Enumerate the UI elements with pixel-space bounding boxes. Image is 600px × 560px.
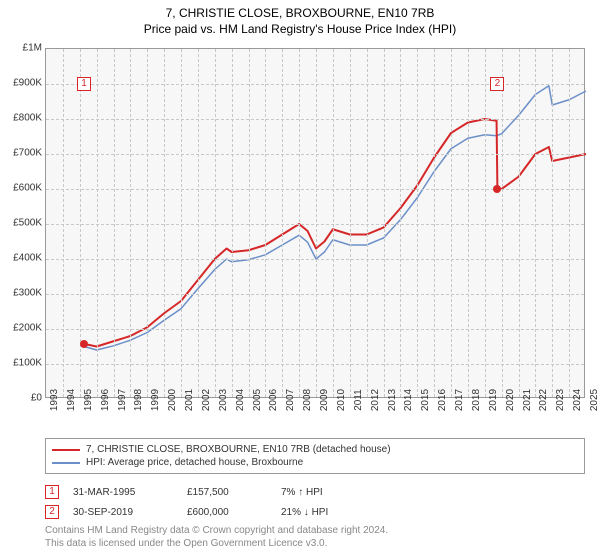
y-axis-label: £1M xyxy=(2,43,42,54)
x-axis-label: 2024 xyxy=(572,389,583,411)
datapoint-price: £600,000 xyxy=(187,507,267,518)
x-axis-label: 1998 xyxy=(133,389,144,411)
datapoint-price: £157,500 xyxy=(187,487,267,498)
chart-dot-marker xyxy=(493,185,501,193)
y-axis-label: £600K xyxy=(2,183,42,194)
legend-swatch xyxy=(52,449,80,451)
x-axis-label: 2017 xyxy=(454,389,465,411)
chart-subtitle: Price paid vs. HM Land Registry's House … xyxy=(0,20,600,36)
x-axis-label: 2005 xyxy=(252,389,263,411)
y-axis-label: £800K xyxy=(2,113,42,124)
chart-container: 7, CHRISTIE CLOSE, BROXBOURNE, EN10 7RB … xyxy=(0,0,600,560)
x-axis-label: 2015 xyxy=(420,389,431,411)
datapoint-date: 30-SEP-2019 xyxy=(73,507,173,518)
x-axis-label: 1999 xyxy=(150,389,161,411)
attribution-line: This data is licensed under the Open Gov… xyxy=(45,537,585,550)
x-axis-label: 1994 xyxy=(66,389,77,411)
x-axis-label: 2006 xyxy=(268,389,279,411)
attribution: Contains HM Land Registry data © Crown c… xyxy=(45,524,585,550)
datapoint-marker: 1 xyxy=(45,485,59,499)
x-axis-label: 1995 xyxy=(83,389,94,411)
attribution-line: Contains HM Land Registry data © Crown c… xyxy=(45,524,585,537)
legend-swatch xyxy=(52,462,80,464)
x-axis-label: 2002 xyxy=(201,389,212,411)
chart-dot-marker xyxy=(80,340,88,348)
y-axis-label: £900K xyxy=(2,78,42,89)
y-axis-label: £0 xyxy=(2,393,42,404)
legend-item: 7, CHRISTIE CLOSE, BROXBOURNE, EN10 7RB … xyxy=(52,443,578,456)
datapoint-row: 1 31-MAR-1995 £157,500 7% ↑ HPI xyxy=(45,482,585,502)
y-axis-label: £700K xyxy=(2,148,42,159)
chart-marker: 1 xyxy=(77,77,91,91)
y-axis-label: £500K xyxy=(2,218,42,229)
x-axis-label: 1993 xyxy=(49,389,60,411)
x-axis-label: 2004 xyxy=(235,389,246,411)
x-axis-label: 2020 xyxy=(505,389,516,411)
x-axis-label: 2016 xyxy=(437,389,448,411)
datapoint-table: 1 31-MAR-1995 £157,500 7% ↑ HPI 2 30-SEP… xyxy=(45,482,585,522)
x-axis-label: 2019 xyxy=(488,389,499,411)
y-axis-label: £400K xyxy=(2,253,42,264)
x-axis-label: 2025 xyxy=(589,389,600,411)
datapoint-pct: 21% ↓ HPI xyxy=(281,507,371,518)
datapoint-date: 31-MAR-1995 xyxy=(73,487,173,498)
x-axis-label: 2022 xyxy=(538,389,549,411)
x-axis-label: 2018 xyxy=(471,389,482,411)
x-axis-label: 2000 xyxy=(167,389,178,411)
legend-item: HPI: Average price, detached house, Brox… xyxy=(52,456,578,469)
x-axis-label: 2011 xyxy=(353,389,364,411)
x-axis-label: 1997 xyxy=(117,389,128,411)
datapoint-pct: 7% ↑ HPI xyxy=(281,487,371,498)
x-axis-label: 2001 xyxy=(184,389,195,411)
x-axis-label: 2003 xyxy=(218,389,229,411)
legend-label: HPI: Average price, detached house, Brox… xyxy=(86,457,303,468)
chart-svg xyxy=(46,49,584,397)
x-axis-label: 2009 xyxy=(319,389,330,411)
x-axis-label: 2021 xyxy=(522,389,533,411)
chart-marker: 2 xyxy=(490,77,504,91)
y-axis-label: £100K xyxy=(2,358,42,369)
y-axis-label: £300K xyxy=(2,288,42,299)
x-axis-label: 2023 xyxy=(555,389,566,411)
x-axis-label: 2007 xyxy=(285,389,296,411)
x-axis-label: 2008 xyxy=(302,389,313,411)
x-axis-label: 2012 xyxy=(370,389,381,411)
datapoint-marker: 2 xyxy=(45,505,59,519)
y-axis-label: £200K xyxy=(2,323,42,334)
datapoint-row: 2 30-SEP-2019 £600,000 21% ↓ HPI xyxy=(45,502,585,522)
legend-label: 7, CHRISTIE CLOSE, BROXBOURNE, EN10 7RB … xyxy=(86,444,391,455)
x-axis-label: 2010 xyxy=(336,389,347,411)
legend: 7, CHRISTIE CLOSE, BROXBOURNE, EN10 7RB … xyxy=(45,438,585,474)
x-axis-label: 2014 xyxy=(403,389,414,411)
plot-area: 12 xyxy=(45,48,585,398)
x-axis-label: 1996 xyxy=(100,389,111,411)
chart-title: 7, CHRISTIE CLOSE, BROXBOURNE, EN10 7RB xyxy=(0,0,600,20)
x-axis-label: 2013 xyxy=(387,389,398,411)
